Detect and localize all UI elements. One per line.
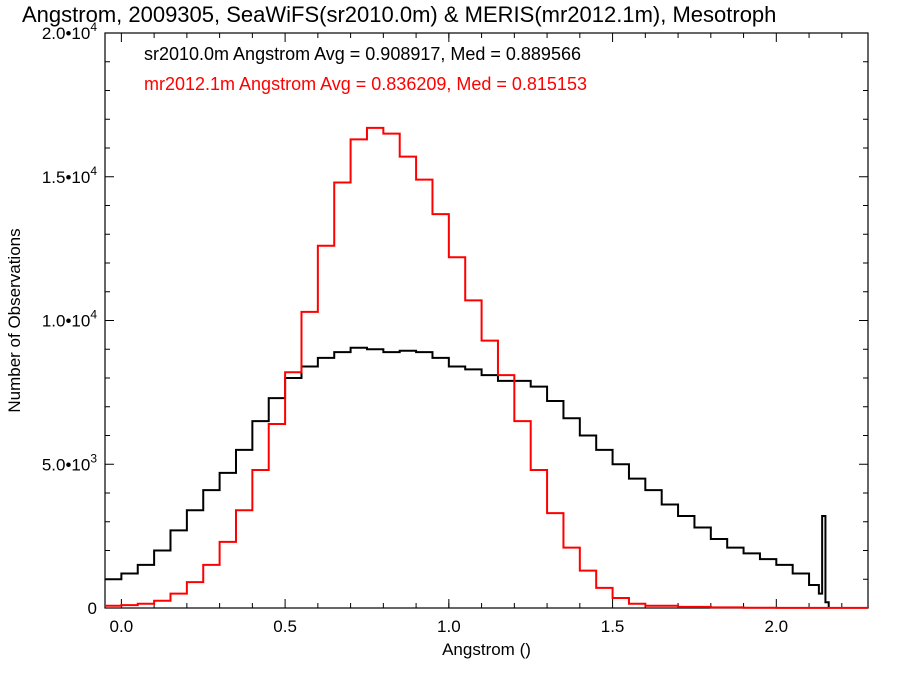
y-tick-exponent: 4	[90, 308, 97, 322]
x-tick-label: 1.5	[601, 617, 625, 636]
y-tick-label: 0	[88, 599, 97, 618]
series-line-sr2010-0m	[105, 346, 830, 608]
legend-entry: sr2010.0m Angstrom Avg = 0.908917, Med =…	[144, 44, 581, 64]
plot-frame	[104, 32, 869, 609]
y-tick-mantissa: 0	[88, 599, 97, 618]
series-line-mr2012-1m	[105, 126, 869, 609]
x-tick-label: 1.0	[437, 617, 461, 636]
y-tick-label: 5.0•103	[42, 451, 98, 474]
y-tick-mantissa: 1.5•10	[42, 168, 91, 187]
y-tick-exponent: 4	[90, 20, 97, 34]
y-tick-label: 1.5•104	[42, 164, 98, 187]
y-tick-exponent: 4	[90, 164, 97, 178]
x-tick-label: 0.5	[273, 617, 297, 636]
y-axis-label: Number of Observations	[5, 228, 24, 412]
y-tick-label: 1.0•104	[42, 308, 98, 331]
y-tick-exponent: 3	[90, 451, 97, 465]
y-tick-label: 2.0•104	[42, 20, 98, 43]
x-tick-label: 0.0	[110, 617, 134, 636]
chart-title: Angstrom, 2009305, SeaWiFS(sr2010.0m) & …	[22, 2, 776, 27]
y-tick-mantissa: 1.0•10	[42, 312, 91, 331]
legend: sr2010.0m Angstrom Avg = 0.908917, Med =…	[144, 44, 587, 94]
x-tick-label: 2.0	[764, 617, 788, 636]
y-tick-mantissa: 5.0•10	[42, 455, 91, 474]
y-tick-mantissa: 2.0•10	[42, 24, 91, 43]
x-axis-label: Angstrom ()	[442, 640, 531, 659]
legend-entry: mr2012.1m Angstrom Avg = 0.836209, Med =…	[144, 74, 587, 94]
series-layer	[105, 126, 869, 609]
axis-ticks: 0.0 0.5 1.0 1.5 2.005.0•1031.0•1041.5•1042.0…	[42, 20, 868, 636]
